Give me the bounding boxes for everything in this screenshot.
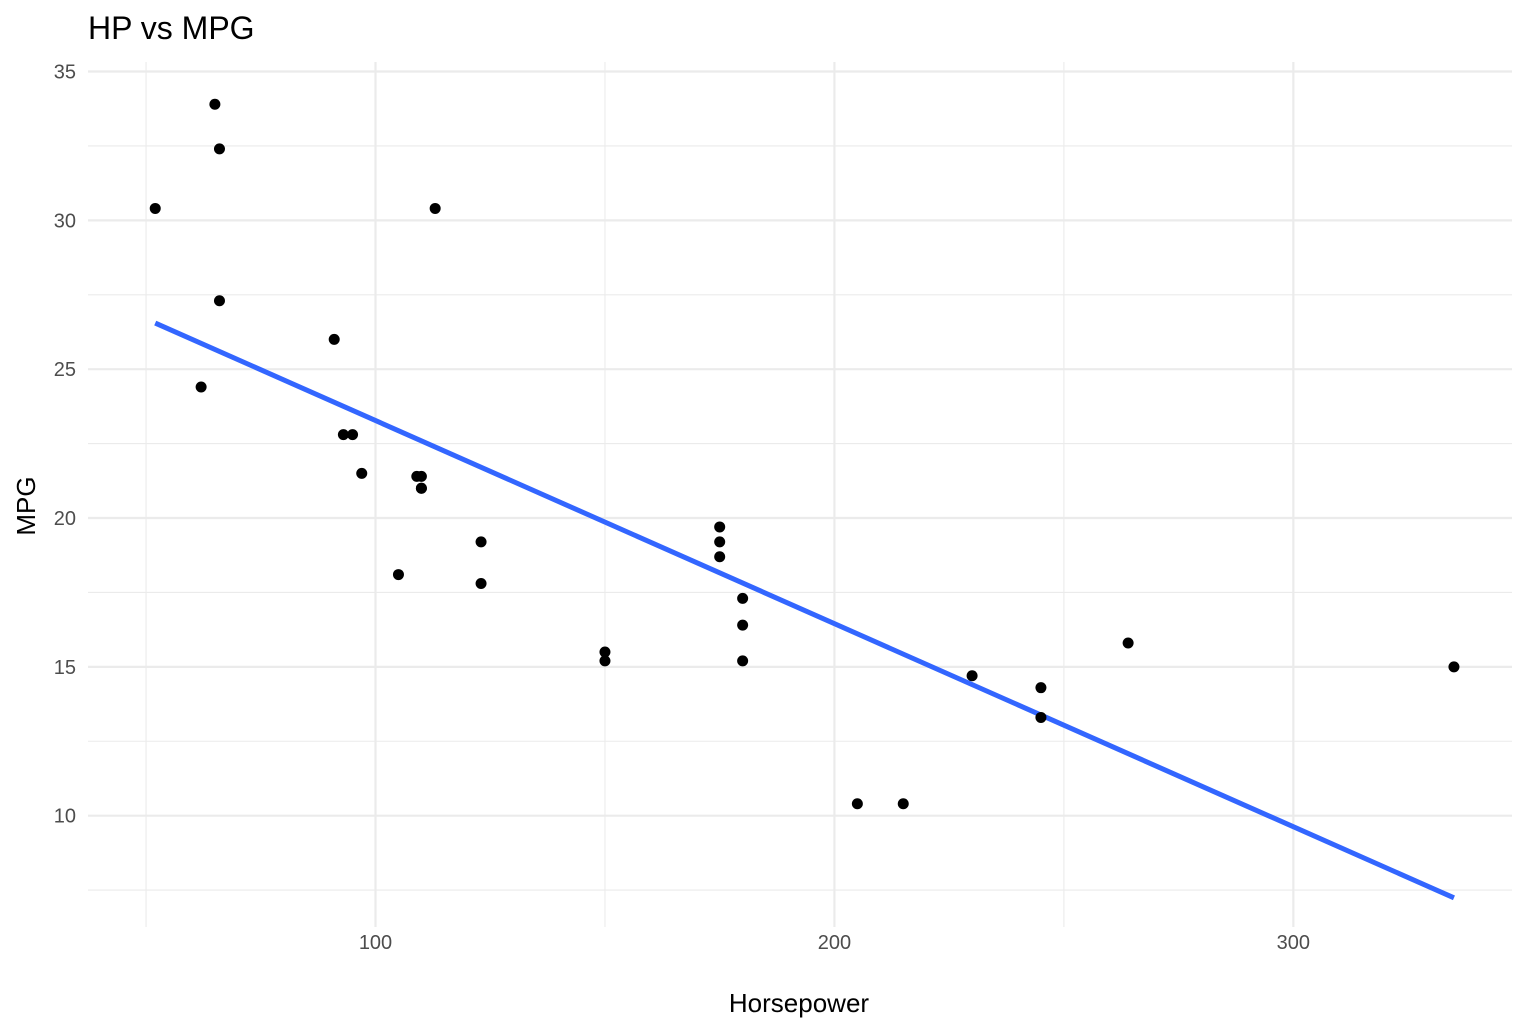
data-point [209,98,221,110]
data-point [337,429,349,441]
data-point [1035,711,1047,723]
x-axis-title: Horsepower [729,988,870,1018]
data-point [475,578,487,590]
data-point [1035,682,1047,694]
data-point [897,798,909,810]
regression-line [154,320,1455,901]
data-point [415,482,427,494]
major-gridlines [88,62,1512,927]
data-point [851,798,863,810]
data-point [966,670,978,682]
data-point [356,467,368,479]
x-tick-label: 100 [359,932,392,954]
y-tick-label: 25 [54,359,76,381]
data-point [714,521,726,533]
data-point [475,536,487,548]
data-point [737,655,749,667]
data-point [714,551,726,563]
y-tick-label: 10 [54,806,76,828]
data-point [149,202,161,214]
data-point [1122,637,1134,649]
data-point [213,143,225,155]
data-point [392,569,404,581]
regression-line-layer [154,320,1455,901]
y-tick-label: 30 [54,210,76,232]
data-point [599,646,611,658]
y-axis-tick-labels: 10 15 20 25 30 35 [54,62,76,828]
data-point [195,381,207,393]
data-point [328,333,340,345]
data-point [1448,661,1460,673]
data-point [599,655,611,667]
x-tick-label: 300 [1277,932,1310,954]
data-point [411,470,423,482]
x-tick-label: 200 [818,932,851,954]
y-tick-label: 15 [54,657,76,679]
data-point [213,295,225,307]
data-point [737,592,749,604]
minor-gridlines [88,62,1512,927]
data-point [737,619,749,631]
chart-title: HP vs MPG [88,10,255,46]
data-point [714,536,726,548]
data-point [347,429,359,441]
y-axis-title: MPG [11,476,41,535]
y-tick-label: 20 [54,508,76,530]
data-points [149,98,1460,810]
data-point [429,202,441,214]
x-axis-tick-labels: 100 200 300 [359,932,1310,954]
y-tick-label: 35 [54,62,76,84]
